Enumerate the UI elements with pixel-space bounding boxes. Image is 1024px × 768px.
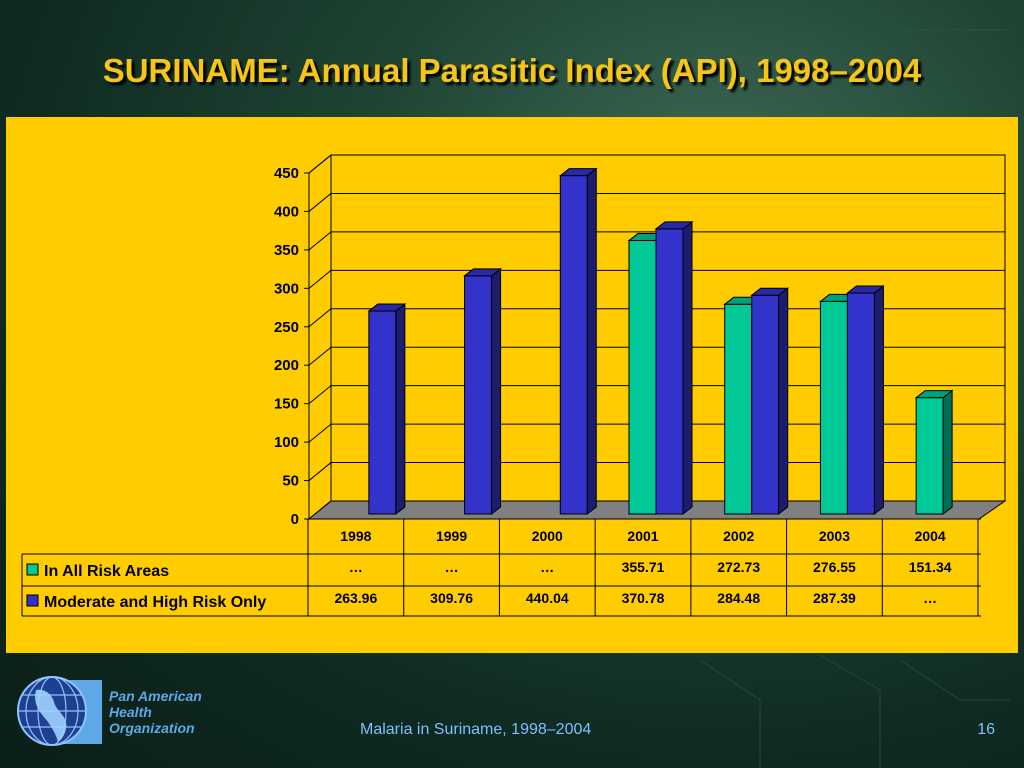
footer-caption: Malaria in Suriname, 1998–2004 <box>360 721 592 738</box>
gridline-side <box>308 385 332 405</box>
data-label: 355.71 <box>622 559 665 575</box>
bar-front <box>724 303 753 515</box>
bar <box>750 287 790 516</box>
org-line-3: Organization <box>109 720 195 736</box>
y-axis-ticks: 0 50 100 150 200 250 300 350 400 450 <box>274 165 309 528</box>
data-label: 272.73 <box>717 559 760 575</box>
data-label: 309.76 <box>430 590 473 606</box>
y-tick-label: 50 <box>282 473 299 490</box>
y-tick-label: 150 <box>274 396 299 413</box>
x-category-label: 1999 <box>436 528 467 544</box>
chart-panel: 0 50 100 150 200 250 300 350 400 450 1998 1999 2000… <box>6 117 1018 653</box>
bar-front <box>915 397 944 515</box>
bar-side <box>778 287 789 516</box>
gridline-side <box>308 193 332 212</box>
legend-swatch <box>26 563 39 576</box>
bar-top <box>558 168 598 177</box>
x-category-label: 2000 <box>532 528 563 544</box>
bar-front <box>464 275 493 515</box>
data-label: 263.96 <box>334 590 377 606</box>
data-table: 1998 1999 2000 2001 2002 2003 2004 In All Risk … <box>21 518 981 617</box>
data-label: … <box>923 590 937 606</box>
y-tick-label: 400 <box>274 203 299 220</box>
y-tick-label: 100 <box>274 434 299 451</box>
bar-top <box>654 221 694 230</box>
chart-bars <box>367 167 954 516</box>
bar-front <box>751 294 780 515</box>
y-tick-label: 300 <box>274 280 299 297</box>
data-label: … <box>445 559 459 575</box>
bar <box>845 285 885 516</box>
bar-top <box>914 390 954 399</box>
bar-front <box>655 228 684 515</box>
data-label: 151.34 <box>909 559 952 575</box>
y-tick-label: 0 <box>291 511 299 528</box>
org-line-2: Health <box>109 704 152 720</box>
x-category-label: 1998 <box>340 528 371 544</box>
bar-top <box>367 303 407 312</box>
bar-side <box>682 220 693 516</box>
data-label: 287.39 <box>813 590 856 606</box>
x-category-label: 2002 <box>723 528 754 544</box>
bar-side <box>395 303 406 516</box>
bar-side <box>942 389 953 516</box>
bar-front <box>846 292 875 515</box>
gridline-side <box>308 269 332 289</box>
data-label: 284.48 <box>717 590 760 606</box>
y-tick-label: 200 <box>274 357 299 374</box>
bar-top <box>750 287 790 296</box>
bar <box>654 220 694 516</box>
data-label: 440.04 <box>526 590 569 606</box>
data-label: … <box>349 559 363 575</box>
bar-front <box>559 175 588 515</box>
gridline-side <box>308 231 332 251</box>
y-tick-label: 350 <box>274 242 299 259</box>
bar <box>463 267 503 516</box>
paho-logo <box>17 676 102 746</box>
x-category-label: 2004 <box>915 528 946 544</box>
chart-side-wall <box>308 153 332 521</box>
bar <box>914 389 954 516</box>
gridline-side <box>308 423 332 443</box>
y-tick-label: 450 <box>274 165 299 182</box>
data-label: … <box>540 559 554 575</box>
bar-top <box>463 268 503 277</box>
x-category-label: 2001 <box>627 528 658 544</box>
data-label: 276.55 <box>813 559 856 575</box>
gridline-side <box>308 308 332 328</box>
bar <box>367 303 407 516</box>
gridline-side <box>308 154 332 174</box>
slide-title: SURINAME: Annual Parasitic Index (API), … <box>102 52 922 89</box>
data-label: 370.78 <box>622 590 665 606</box>
org-line-1: Pan American <box>109 688 202 704</box>
bar-side <box>491 267 502 516</box>
api-bar-chart: 0 50 100 150 200 250 300 350 400 450 1998 1999 2000… <box>21 153 1007 617</box>
page-number: 16 <box>977 721 995 738</box>
bar-front <box>819 300 848 515</box>
bar-side <box>586 167 597 516</box>
bar-top <box>845 285 885 294</box>
y-tick-label: 250 <box>274 319 299 336</box>
bar <box>558 167 598 516</box>
gridline-side <box>308 462 332 481</box>
legend-label: Moderate and High Risk Only <box>44 594 266 611</box>
legend-label: In All Risk Areas <box>44 563 169 580</box>
org-name: Pan American Health Organization <box>109 688 202 736</box>
bar-side <box>873 285 884 516</box>
gridline-side <box>308 346 332 366</box>
bar-front <box>628 239 657 515</box>
legend-swatch <box>26 594 39 607</box>
bar-front <box>368 310 397 515</box>
x-category-label: 2003 <box>819 528 850 544</box>
